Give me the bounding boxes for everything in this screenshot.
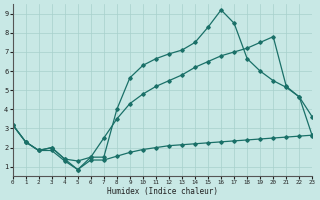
X-axis label: Humidex (Indice chaleur): Humidex (Indice chaleur): [107, 187, 218, 196]
